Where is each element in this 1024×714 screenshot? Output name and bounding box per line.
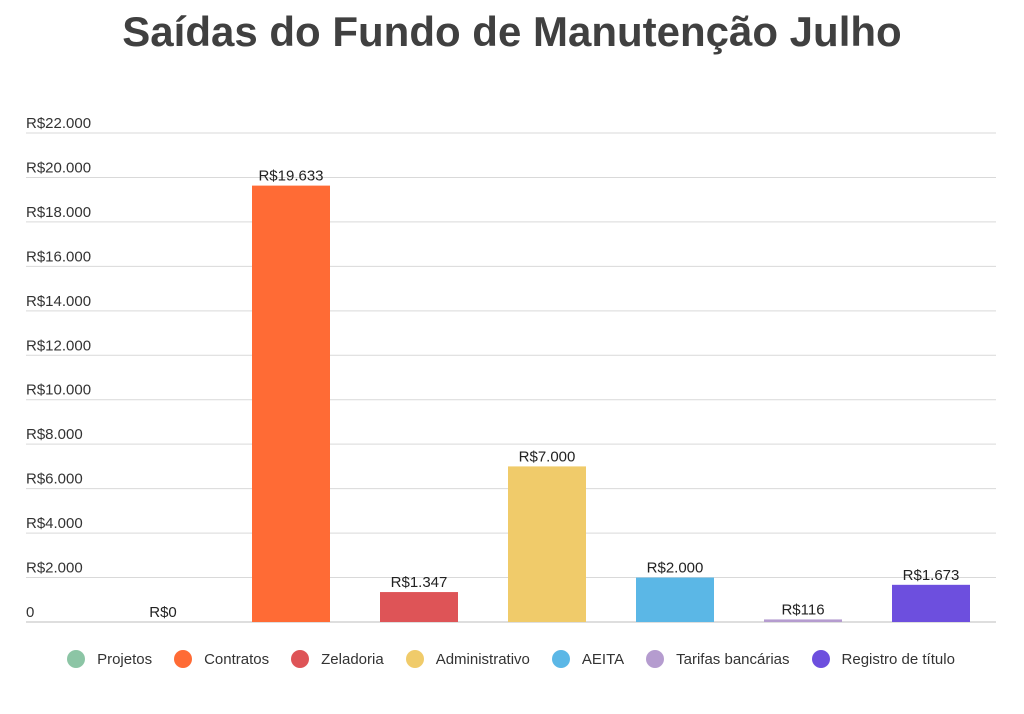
y-tick-label: R$6.000 — [26, 471, 83, 488]
legend: Projetos Contratos Zeladoria Administrativo… — [0, 650, 1024, 668]
legend-item: Tarifas bancárias — [646, 650, 790, 668]
legend-label: AEITA — [581, 650, 625, 668]
legend-label: Contratos — [204, 650, 270, 668]
data-label: R$7.000 — [519, 448, 576, 465]
y-tick-label: R$12.000 — [26, 337, 91, 354]
data-label: R$116 — [781, 601, 824, 618]
legend-item: Administrativo — [405, 650, 530, 668]
data-labels: R$0 R$19.633 R$1.347 R$7.000 R$2.000 R$116 R$1… — [149, 168, 959, 621]
data-label: R$2.000 — [647, 560, 704, 577]
legend-item: Zeladoria — [291, 650, 384, 668]
legend-label: Zeladoria — [321, 650, 384, 668]
bars — [252, 185, 970, 623]
data-label: R$1.673 — [903, 567, 960, 584]
y-tick-label: R$8.000 — [26, 426, 83, 443]
y-tick-label: R$4.000 — [26, 515, 83, 532]
y-tick-label: R$2.000 — [26, 560, 83, 577]
y-axis-ticks: 0 R$2.000 R$4.000 R$6.000 R$8.000 R$10.000 R$1… — [26, 115, 91, 621]
data-label: R$1.347 — [391, 574, 448, 591]
legend-swatch — [405, 650, 424, 668]
legend-label: Administrativo — [435, 650, 530, 668]
bar-zeladoria — [380, 592, 458, 622]
legend-swatch — [551, 650, 570, 668]
bar-tarifas-bancárias — [764, 619, 842, 622]
bar-contratos — [252, 185, 330, 623]
legend-swatch — [174, 650, 193, 668]
legend-label: Registro de título — [841, 650, 955, 668]
legend-item: Projetos — [67, 650, 152, 668]
y-tick-label: R$22.000 — [26, 115, 91, 132]
y-tick-label: 0 — [26, 604, 34, 621]
legend-swatch — [646, 650, 665, 668]
y-tick-label: R$16.000 — [26, 248, 91, 265]
data-label: R$19.633 — [258, 168, 323, 185]
legend-swatch — [811, 650, 830, 668]
legend-item: Registro de título — [811, 650, 955, 668]
legend-swatch — [291, 650, 310, 668]
legend-swatch — [67, 650, 86, 668]
y-tick-label: R$18.000 — [26, 204, 91, 221]
legend-item: AEITA — [551, 650, 625, 668]
y-tick-label: R$14.000 — [26, 293, 91, 310]
y-tick-label: R$10.000 — [26, 382, 91, 399]
y-tick-label: R$20.000 — [26, 159, 91, 176]
chart-title: Saídas do Fundo de Manutenção Julho — [122, 8, 902, 55]
legend-label: Projetos — [97, 650, 153, 668]
bar-aeita — [636, 577, 714, 622]
bar-registro-de-título — [892, 584, 970, 622]
legend-label: Tarifas bancárias — [676, 650, 790, 668]
legend-item: Contratos — [174, 650, 269, 668]
data-label: R$0 — [149, 604, 177, 621]
bar-administrativo — [508, 466, 586, 622]
